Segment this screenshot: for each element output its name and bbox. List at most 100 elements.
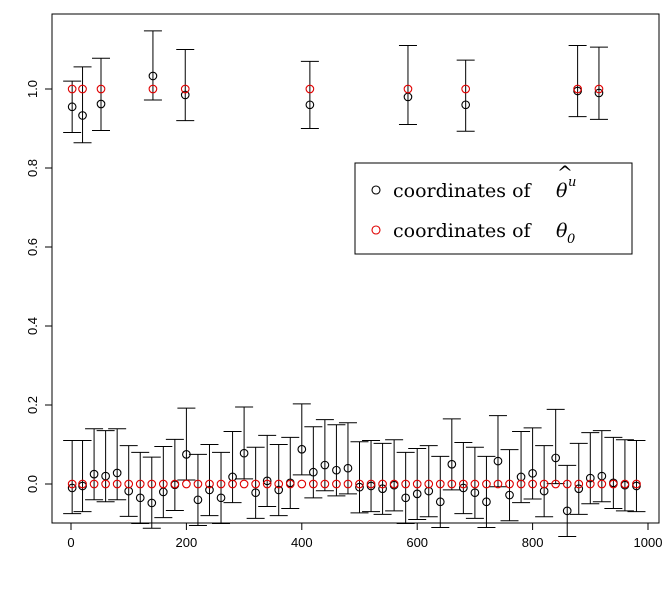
- true-point: [435, 479, 445, 489]
- estimate-point: [112, 468, 122, 478]
- true-point: [67, 479, 77, 489]
- true-point: [343, 479, 353, 489]
- errorbar: [500, 449, 519, 522]
- estimate-point: [378, 484, 387, 494]
- y-tick-label: 0.2: [25, 396, 40, 414]
- estimate-point: [305, 100, 315, 110]
- errorbar: [535, 445, 554, 518]
- errorbar: [300, 60, 319, 129]
- legend-true-symbol: θ: [556, 220, 568, 242]
- true-point: [562, 479, 572, 489]
- true-point: [305, 84, 315, 94]
- legend-estimate-marker: [371, 185, 381, 195]
- true-point: [389, 479, 399, 489]
- errorbar: [568, 45, 587, 118]
- true-point: [493, 479, 503, 489]
- true-point: [597, 479, 607, 489]
- errorbar: [558, 464, 577, 538]
- estimate-point: [216, 493, 226, 503]
- true-point: [551, 479, 561, 489]
- y-tick-label: 0.6: [25, 238, 40, 256]
- errorbar: [304, 426, 323, 499]
- legend-estimate-hat: ^: [557, 162, 573, 184]
- true-point: [135, 479, 145, 489]
- true-point: [297, 479, 307, 489]
- true-point: [96, 84, 106, 94]
- true-point: [251, 479, 260, 489]
- estimate-point: [297, 444, 307, 454]
- true-point: [193, 479, 203, 489]
- true-point: [158, 479, 168, 489]
- true-points-layer: [67, 84, 641, 489]
- estimate-point: [193, 495, 203, 505]
- errorbar: [431, 455, 450, 528]
- estimate-point: [239, 448, 249, 458]
- estimate-point: [482, 497, 491, 507]
- true-point: [505, 479, 514, 489]
- errorbar: [108, 428, 127, 501]
- true-point: [401, 479, 411, 489]
- true-point: [216, 479, 226, 489]
- errorbar: [592, 430, 611, 503]
- true-point: [285, 479, 295, 489]
- estimate-point: [182, 450, 191, 459]
- errorbar: [465, 446, 484, 519]
- true-point: [308, 479, 318, 489]
- errorbar: [327, 424, 346, 497]
- legend-estimate-label: coordinates of: [393, 180, 537, 202]
- true-point: [274, 479, 284, 489]
- estimate-point: [262, 476, 272, 486]
- true-point: [574, 479, 584, 489]
- errorbar: [615, 439, 634, 512]
- true-point: [78, 479, 87, 489]
- errorbar: [73, 66, 92, 144]
- legend-true-marker: [371, 225, 381, 235]
- true-point: [620, 479, 630, 489]
- legend-true-label: coordinates of: [393, 220, 537, 242]
- estimate-point: [320, 460, 330, 470]
- estimate-point: [412, 489, 422, 499]
- estimate-point: [148, 71, 158, 81]
- true-point: [403, 84, 413, 94]
- true-point: [609, 479, 618, 489]
- estimate-point: [459, 483, 468, 493]
- x-axis: 0 200 400 600 800 1000: [67, 523, 662, 550]
- true-point: [228, 479, 237, 489]
- legend-box: [354, 162, 633, 255]
- errorbar: [589, 46, 608, 120]
- true-point: [78, 84, 87, 94]
- true-point: [459, 479, 468, 489]
- true-point: [205, 479, 214, 489]
- errorbar: [177, 407, 196, 481]
- errorbar: [373, 442, 392, 515]
- true-point: [170, 479, 180, 489]
- estimate-point: [435, 497, 445, 507]
- x-tick-label: 600: [406, 535, 428, 550]
- errorbar: [142, 456, 161, 529]
- errorbar: [488, 415, 507, 488]
- true-point: [320, 479, 330, 489]
- x-tick-label: 1000: [634, 535, 663, 550]
- y-axis: 0.0 0.2 0.4 0.6 0.8 1.0: [25, 80, 52, 493]
- true-point: [482, 479, 491, 489]
- true-point: [355, 479, 364, 489]
- estimate-point: [461, 100, 471, 110]
- true-point: [101, 479, 110, 489]
- true-point: [180, 84, 190, 94]
- errorbar: [246, 446, 265, 519]
- x-tick-label: 400: [291, 535, 313, 550]
- true-point: [528, 479, 537, 489]
- errorbar: [235, 406, 254, 480]
- errorbar: [165, 438, 184, 511]
- y-tick-label: 1.0: [25, 80, 40, 98]
- estimate-point: [332, 465, 341, 475]
- errorbar: [454, 442, 473, 515]
- true-point: [378, 479, 387, 489]
- estimate-point: [89, 469, 99, 479]
- true-point: [332, 479, 341, 489]
- true-point: [632, 479, 641, 489]
- estimate-point: [574, 484, 584, 494]
- errorbar: [281, 436, 300, 509]
- errorbar: [96, 430, 115, 503]
- true-point: [424, 479, 434, 489]
